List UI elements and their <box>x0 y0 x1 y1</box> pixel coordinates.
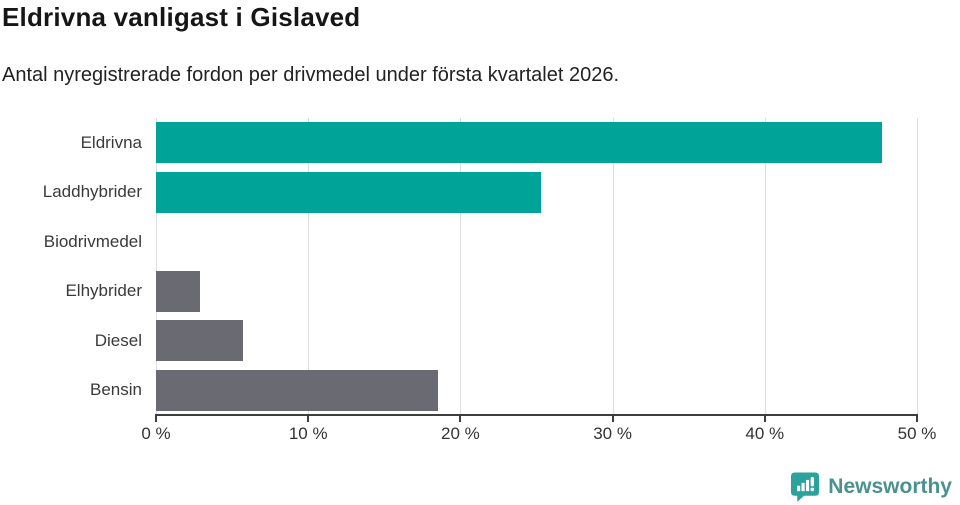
bar-elhybrider <box>156 270 201 312</box>
x-axis-tick <box>916 416 918 422</box>
x-axis-tick-labels: 0 % 10 % 20 % 30 % 40 % 50 % <box>141 424 936 446</box>
gridline <box>764 118 766 415</box>
category-label: Elhybrider <box>65 281 142 301</box>
gridline <box>156 118 157 415</box>
chart-subtitle: Antal nyregistrerade fordon per drivmede… <box>2 64 620 86</box>
x-axis-tick-label: 20 % <box>441 424 480 443</box>
chart-title: Eldrivna vanligast i Gislaved <box>2 2 361 32</box>
x-axis-tick <box>155 416 157 422</box>
x-axis-tick <box>459 416 462 422</box>
bar-diesel <box>156 320 243 362</box>
bar-laddhybrider <box>156 171 542 213</box>
x-axis-tick <box>763 416 766 422</box>
newsworthy-wordmark: Newsworthy <box>828 475 952 498</box>
x-axis-tick <box>611 416 614 422</box>
x-axis-line <box>155 414 918 416</box>
category-label: Laddhybrider <box>42 182 142 202</box>
gridline <box>917 118 918 415</box>
bar-chart: Eldrivna Laddhybrider Biodrivmedel Elhybrid… <box>0 118 960 415</box>
bar-bensin <box>156 369 438 411</box>
newsworthy-logo: Newsworthy <box>790 471 952 503</box>
category-label: Biodrivmedel <box>43 231 142 251</box>
x-axis-tick-label: 50 % <box>897 424 937 443</box>
category-label: Bensin <box>90 380 142 400</box>
category-label: Diesel <box>94 330 142 350</box>
x-axis-tick-label: 0 % <box>141 424 171 443</box>
bar-eldrivna <box>156 122 882 164</box>
x-axis-tick-label: 10 % <box>288 424 328 443</box>
category-label: Eldrivna <box>80 132 142 152</box>
gridline <box>308 118 310 415</box>
x-axis-tick <box>307 416 310 422</box>
x-axis-tick-label: 40 % <box>745 424 785 443</box>
plot-area <box>156 118 918 415</box>
gridline <box>460 118 462 415</box>
gridline <box>612 118 614 415</box>
newsworthy-icon <box>791 472 820 502</box>
x-axis-tick-label: 30 % <box>593 424 632 443</box>
